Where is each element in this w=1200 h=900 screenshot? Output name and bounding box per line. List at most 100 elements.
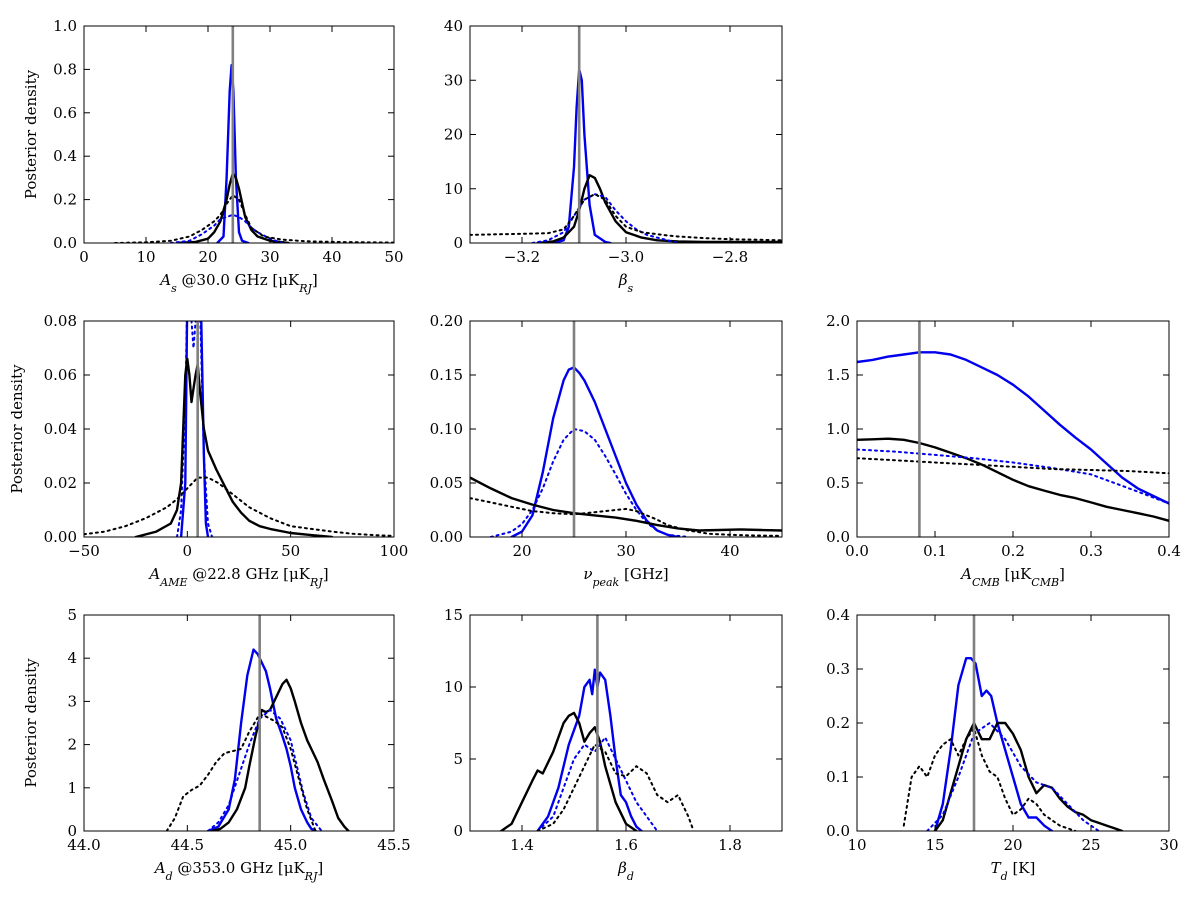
x-tick-label: 44.0 xyxy=(67,836,100,854)
series-line-black-dotted xyxy=(114,194,394,243)
x-tick-label: 25 xyxy=(1081,836,1100,854)
series-line-blue-solid xyxy=(510,366,680,537)
y-tick-label: 0.08 xyxy=(44,312,77,330)
y-axis-label: Posterior density xyxy=(22,658,40,788)
y-tick-label: 0 xyxy=(453,234,463,252)
y-tick-label: 20 xyxy=(444,126,463,144)
series-group xyxy=(165,648,350,831)
y-tick-label: 1 xyxy=(67,779,77,797)
series-line-black-dotted xyxy=(857,457,1169,475)
x-tick-label: 0.1 xyxy=(923,542,947,560)
y-tick-label: 5 xyxy=(67,606,77,624)
x-tick-label: 20 xyxy=(1003,836,1022,854)
series-line-black-dotted xyxy=(536,743,695,831)
x-axis-label: ACMB [μKCMB] xyxy=(959,565,1065,589)
axes-frame xyxy=(83,614,395,832)
y-tick-label: 0.1 xyxy=(826,768,850,786)
x-tick-label: 50 xyxy=(384,248,403,266)
y-tick-label: 2.0 xyxy=(826,312,850,330)
y-tick-label: 0.4 xyxy=(826,606,850,624)
y-tick-label: 1.0 xyxy=(826,420,850,438)
x-tick-label: 0 xyxy=(79,248,89,266)
x-tick-label: 44.5 xyxy=(171,836,204,854)
y-tick-label: 0.0 xyxy=(826,822,850,840)
y-tick-label: 0.10 xyxy=(430,420,463,438)
y-tick-label: 1.5 xyxy=(826,366,850,384)
y-tick-label: 0.2 xyxy=(826,714,850,732)
series-line-black-dotted xyxy=(902,727,1077,831)
series-line-blue-solid xyxy=(179,321,210,537)
x-tick-label: 1.4 xyxy=(510,836,534,854)
series-line-blue-solid xyxy=(206,648,317,831)
y-tick-label: 10 xyxy=(444,678,463,696)
series-line-blue-dotted xyxy=(207,709,323,831)
subplot-7: 1.4 1.6 1.8 0 5 10 15 βd xyxy=(444,606,783,883)
x-axis-label: As @30.0 GHz [μKRJ] xyxy=(158,271,318,295)
y-tick-label: 15 xyxy=(444,606,463,624)
x-tick-label: 45.5 xyxy=(377,836,410,854)
x-tick-label: −3.2 xyxy=(504,248,540,266)
y-tick-label: 30 xyxy=(444,71,463,89)
series-line-black-solid xyxy=(536,174,782,243)
series-line-blue-dotted xyxy=(489,428,690,537)
x-tick-label: 20 xyxy=(512,542,531,560)
subplot-3: −50 0 50 100 0.00 0.02 0.04 0.06 0.08 AAME @22.8 … xyxy=(8,312,408,589)
subplot-1: 0 10 20 30 40 50 0.0 0.2 0.4 0.6 0.8 1.0 As @30.0 GH… xyxy=(22,17,404,295)
subplot-2: −3.2 −3.0 −2.8 0 10 20 30 40 βs xyxy=(444,17,783,295)
x-tick-label: 10 xyxy=(136,248,155,266)
y-tick-label: 0.3 xyxy=(826,660,850,678)
subplot-grid: 0 10 20 30 40 500.00.20.40.60.81.0As @30.0 GH… xyxy=(8,17,1181,883)
x-axis-label: Td [K] xyxy=(991,859,1036,883)
series-line-black-solid xyxy=(470,476,782,532)
y-tick-label: 0.0 xyxy=(53,234,77,252)
x-tick-label: −3.0 xyxy=(608,248,644,266)
x-tick-label: 40 xyxy=(720,542,739,560)
series-line-blue-dotted xyxy=(536,736,659,831)
x-tick-label: 20 xyxy=(198,248,217,266)
x-tick-label: 30 xyxy=(1159,836,1178,854)
series-line-blue-solid xyxy=(933,657,1054,831)
y-tick-label: 0.5 xyxy=(826,474,850,492)
x-tick-label: 0.0 xyxy=(845,542,869,560)
x-axis-label: βd xyxy=(617,859,634,883)
x-tick-label: −2.8 xyxy=(712,248,748,266)
x-tick-label: 0 xyxy=(183,542,193,560)
y-tick-label: 1.0 xyxy=(53,17,77,35)
x-tick-label: 10 xyxy=(847,836,866,854)
y-tick-label: 0 xyxy=(67,822,77,840)
subplot-6: 44.0 44.5 45.0 45.5 0 1 2 3 4 5 Ad @353.0 GHz [μKR… xyxy=(22,606,411,883)
series-line-black-dotted xyxy=(470,497,782,537)
y-tick-label: 0.00 xyxy=(44,528,77,546)
y-tick-label: 0.00 xyxy=(430,528,463,546)
x-tick-label: 0.2 xyxy=(1001,542,1025,560)
x-axis-label: Ad @353.0 GHz [μKRJ] xyxy=(153,859,323,883)
y-tick-label: 0.05 xyxy=(430,474,463,492)
y-tick-label: 0 xyxy=(453,822,463,840)
y-tick-label: 0.15 xyxy=(430,366,463,384)
x-axis-label: νpeak [GHz] xyxy=(583,565,668,589)
series-line-black-solid xyxy=(210,678,350,831)
y-tick-label: 40 xyxy=(444,17,463,35)
series-line-blue-dotted xyxy=(531,193,679,243)
series-line-blue-dotted xyxy=(169,213,284,243)
x-tick-label: 30 xyxy=(260,248,279,266)
y-tick-label: 0.04 xyxy=(44,420,77,438)
x-axis-label: βs xyxy=(618,271,634,295)
series-group xyxy=(500,668,695,831)
x-tick-label: 15 xyxy=(925,836,944,854)
y-axis-label: Posterior density xyxy=(22,69,40,199)
series-line-black-solid xyxy=(500,711,638,831)
series-group xyxy=(902,657,1124,831)
x-tick-label: 1.6 xyxy=(614,836,638,854)
y-tick-label: 0.02 xyxy=(44,474,77,492)
axes-frame xyxy=(83,25,395,244)
series-line-black-dotted xyxy=(165,713,317,831)
series-line-blue-dotted xyxy=(176,321,214,537)
y-tick-label: 0.0 xyxy=(826,528,850,546)
series-line-black-solid xyxy=(857,437,1169,522)
x-tick-label: 50 xyxy=(281,542,300,560)
subplot-8: 10 15 20 25 30 0.0 0.1 0.2 0.3 0.4 Td [K] xyxy=(826,606,1178,883)
x-tick-label: 40 xyxy=(322,248,341,266)
series-line-blue-dotted xyxy=(857,448,1169,505)
